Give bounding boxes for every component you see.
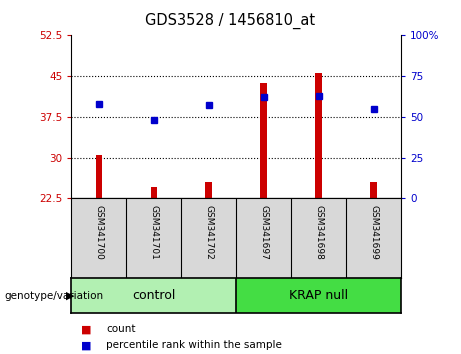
Text: GSM341701: GSM341701 [149,205,159,259]
Text: GDS3528 / 1456810_at: GDS3528 / 1456810_at [145,12,316,29]
Text: ■: ■ [81,340,91,350]
Text: ■: ■ [81,324,91,334]
Text: KRAP null: KRAP null [289,289,348,302]
Text: percentile rank within the sample: percentile rank within the sample [106,340,282,350]
Text: GSM341699: GSM341699 [369,205,378,259]
Text: GSM341697: GSM341697 [259,205,268,259]
Bar [151,187,157,198]
Text: ▶: ▶ [66,291,74,301]
Text: count: count [106,324,136,334]
Bar [95,155,102,198]
Bar [315,73,322,198]
Text: GSM341698: GSM341698 [314,205,323,259]
Text: GSM341702: GSM341702 [204,205,213,259]
Text: GSM341700: GSM341700 [95,205,103,259]
Bar [260,82,267,198]
Bar [71,278,236,313]
Bar [370,182,377,198]
Bar [236,278,401,313]
Text: control: control [132,289,176,302]
Text: genotype/variation: genotype/variation [5,291,104,301]
Bar [206,182,212,198]
